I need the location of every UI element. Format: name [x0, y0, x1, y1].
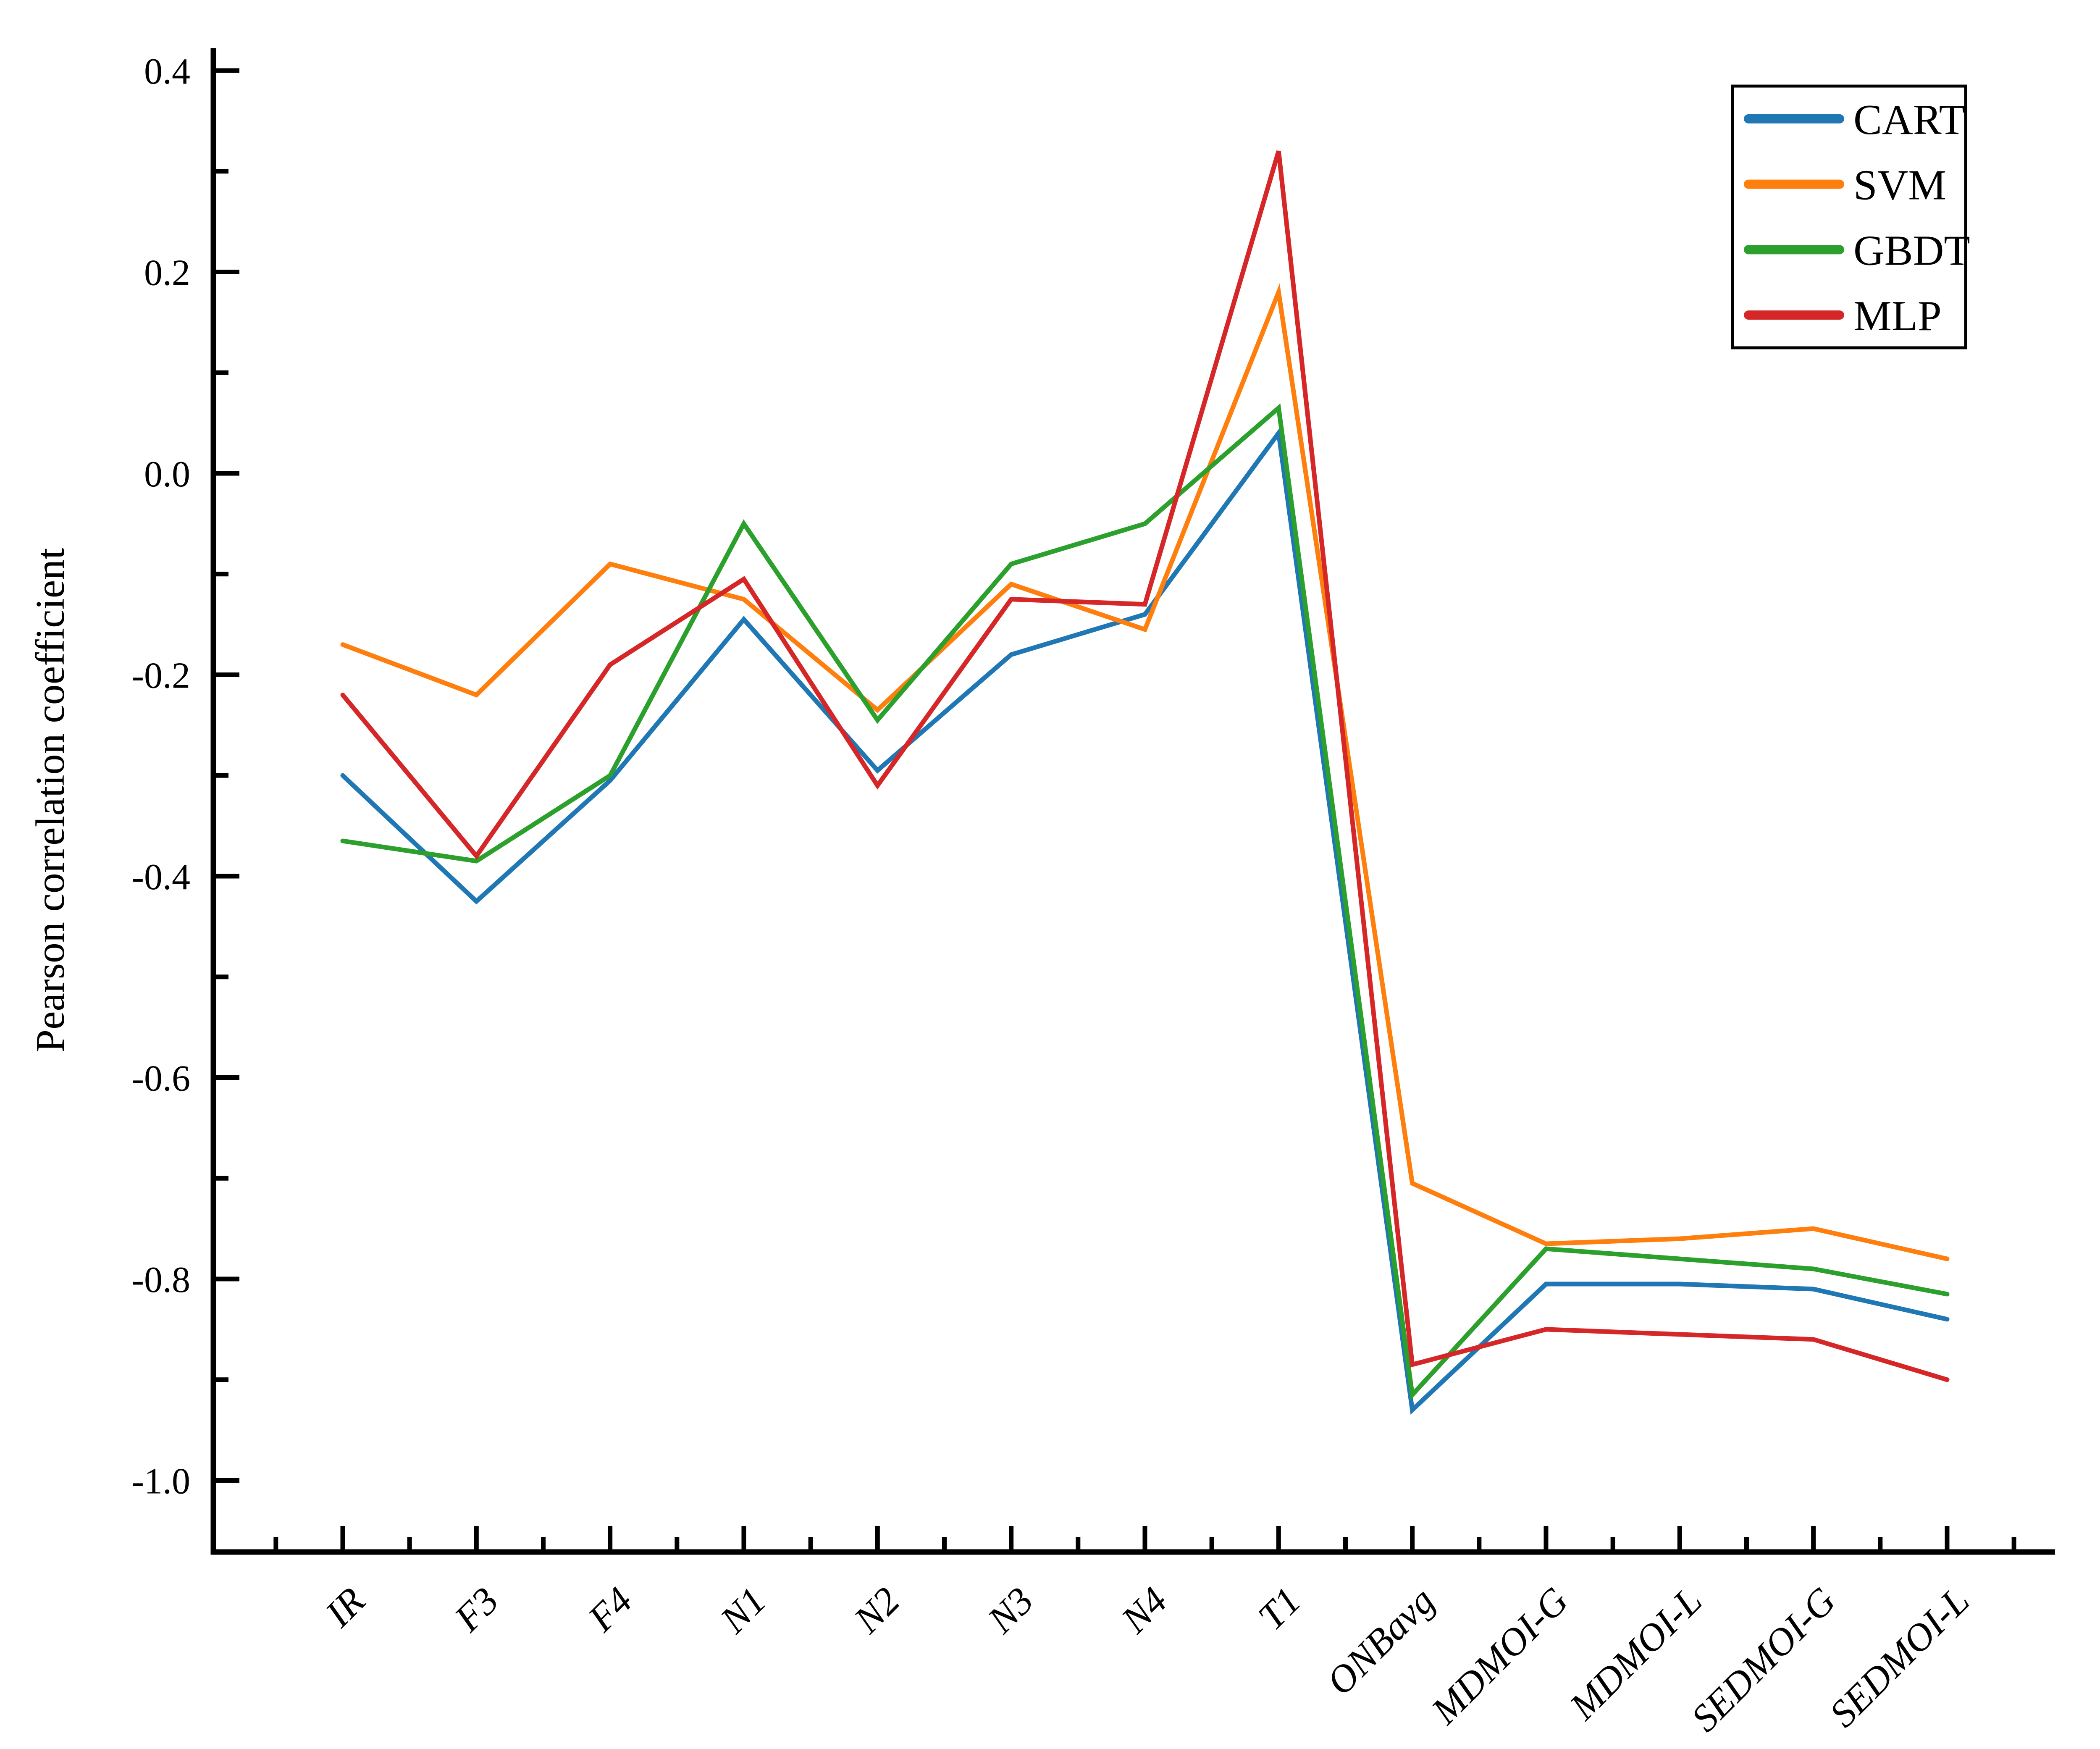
x-tick-label: SEDMOI-G: [1683, 1579, 1844, 1740]
legend-label: CART: [1853, 96, 1965, 144]
y-tick-label: -0.6: [132, 1058, 190, 1099]
x-tick-label: T1: [1250, 1579, 1309, 1638]
x-tick-label: ONBavg: [1318, 1579, 1443, 1703]
legend-label: MLP: [1853, 292, 1942, 340]
x-tick-label: N4: [1113, 1579, 1175, 1641]
x-tick-label: N2: [845, 1579, 908, 1641]
y-axis-title: Pearson correlation coefficient: [28, 548, 73, 1053]
legend-box: [1731, 84, 1967, 349]
series-line-gbdt: [340, 403, 1950, 1400]
series-line-svm: [340, 283, 1950, 1261]
y-tick-label: -1.0: [132, 1461, 190, 1502]
x-tick-label: F3: [446, 1579, 507, 1640]
x-tick-label: SEDMOI-L: [1821, 1579, 1977, 1735]
x-tick-label: F4: [580, 1579, 640, 1640]
y-tick-label: -0.4: [132, 857, 190, 898]
y-tick-label: 0.2: [144, 253, 190, 294]
x-tick-label: MDMOI-G: [1423, 1579, 1576, 1733]
y-tick-label: 0.0: [144, 454, 190, 495]
legend-label: SVM: [1853, 162, 1946, 209]
x-tick-label: N3: [979, 1579, 1042, 1641]
y-tick-label: -0.2: [132, 656, 190, 696]
legend-item: CART: [1744, 96, 1965, 144]
legend-item: GBDT: [1744, 227, 1970, 274]
legend-item: SVM: [1744, 162, 1946, 209]
x-tick-label: IR: [317, 1579, 373, 1635]
y-tick-label: 0.4: [144, 51, 190, 92]
legend: CART SVM GBDT MLP: [1731, 84, 1970, 349]
series-line-mlp: [340, 150, 1950, 1382]
series-line-cart: [340, 427, 1950, 1415]
legend-label: GBDT: [1853, 227, 1970, 274]
legend-item: MLP: [1744, 292, 1942, 340]
y-tick-label: -0.8: [132, 1260, 190, 1300]
x-tick-label: N1: [711, 1579, 774, 1641]
series-lines: [340, 150, 1950, 1415]
